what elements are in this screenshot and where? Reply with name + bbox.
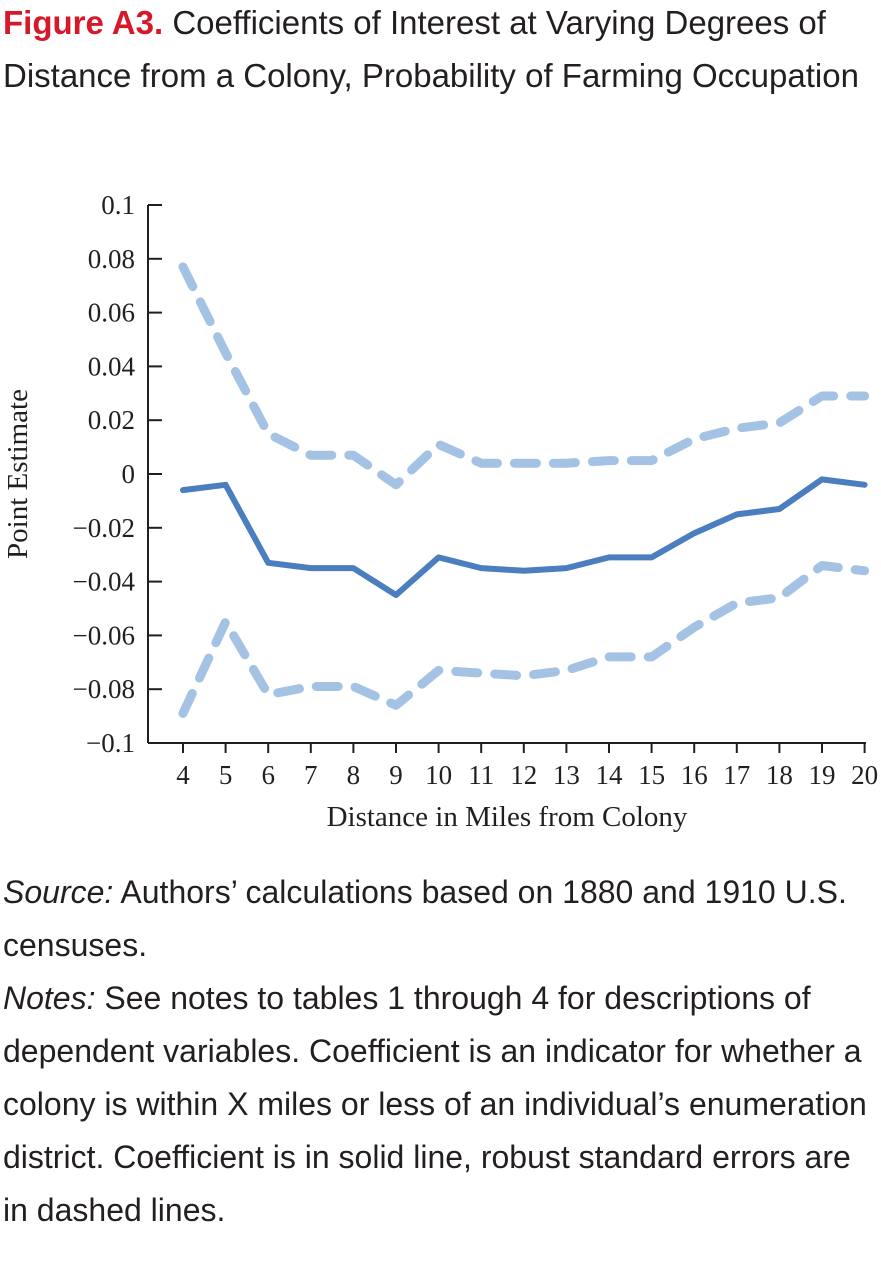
series-layer	[178, 262, 870, 718]
y-tick-label: −0.04	[73, 567, 136, 597]
y-ticks: 0.1 0.08 0.06 0.04 0.02 0 −0.02 −0.04 −0.06 −0.08…	[73, 190, 162, 758]
notes-text: See notes to tables 1 through 4 for desc…	[3, 980, 867, 1228]
notes-label: Notes:	[3, 980, 96, 1016]
x-tick-label: 18	[766, 760, 793, 790]
figure-label: Figure A3.	[3, 4, 164, 41]
source-paragraph: Source: Authors’ calculations based on 1…	[3, 866, 878, 972]
x-tick-label: 12	[510, 760, 537, 790]
x-tick-label: 15	[638, 760, 665, 790]
y-tick-label: 0.08	[88, 244, 135, 274]
y-tick-label: −0.08	[73, 674, 135, 704]
x-tick-label: 10	[425, 760, 452, 790]
y-tick-label: 0.1	[101, 190, 135, 220]
x-tick-label: 20	[851, 760, 878, 790]
standard-error-line	[178, 262, 870, 490]
notes-paragraph: Notes: See notes to tables 1 through 4 f…	[3, 972, 878, 1237]
x-tick-label: 6	[261, 760, 275, 790]
x-tick-label: 5	[219, 760, 233, 790]
figure-title: Figure A3. Coefficients of Interest at V…	[3, 0, 875, 102]
y-tick-label: −0.06	[73, 620, 135, 650]
figure-title-text: Coefficients of Interest at Varying Degr…	[3, 4, 859, 94]
y-tick-label: −0.02	[73, 513, 135, 543]
x-tick-label: 11	[468, 760, 494, 790]
y-tick-label: −0.1	[86, 728, 135, 758]
y-tick-label: 0.04	[88, 351, 136, 381]
x-axis-label: Distance in Miles from Colony	[327, 801, 688, 833]
x-tick-label: 14	[596, 760, 624, 790]
x-tick-label: 16	[681, 760, 708, 790]
y-tick-label: 0.02	[88, 405, 135, 435]
chart: 0.1 0.08 0.06 0.04 0.02 0 −0.02 −0.04 −0.06 −0.08…	[2, 190, 878, 833]
x-tick-label: 19	[809, 760, 836, 790]
y-axis: 0.1 0.08 0.06 0.04 0.02 0 −0.02 −0.04 −0.06 −0.08…	[73, 190, 162, 758]
x-tick-label: 7	[304, 760, 318, 790]
x-ticks: 4 5 6 7 8 9 10 11 12 13 14 15 16 17 18 19 20	[176, 743, 878, 790]
x-tick-label: 9	[389, 760, 403, 790]
x-tick-label: 13	[553, 760, 580, 790]
source-text: Authors’ calculations based on 1880 and …	[3, 874, 847, 963]
x-axis: 4 5 6 7 8 9 10 11 12 13 14 15 16 17 18 19 20	[148, 742, 878, 790]
standard-error-line	[178, 561, 870, 718]
y-tick-label: 0	[122, 459, 136, 489]
y-axis-label: Point Estimate	[2, 389, 34, 559]
x-tick-label: 4	[176, 760, 190, 790]
coefficient-line	[180, 476, 868, 598]
source-notes: Source: Authors’ calculations based on 1…	[3, 866, 878, 1237]
source-label: Source:	[3, 874, 114, 910]
x-tick-label: 8	[347, 760, 361, 790]
x-tick-label: 17	[723, 760, 750, 790]
y-tick-label: 0.06	[88, 298, 135, 328]
